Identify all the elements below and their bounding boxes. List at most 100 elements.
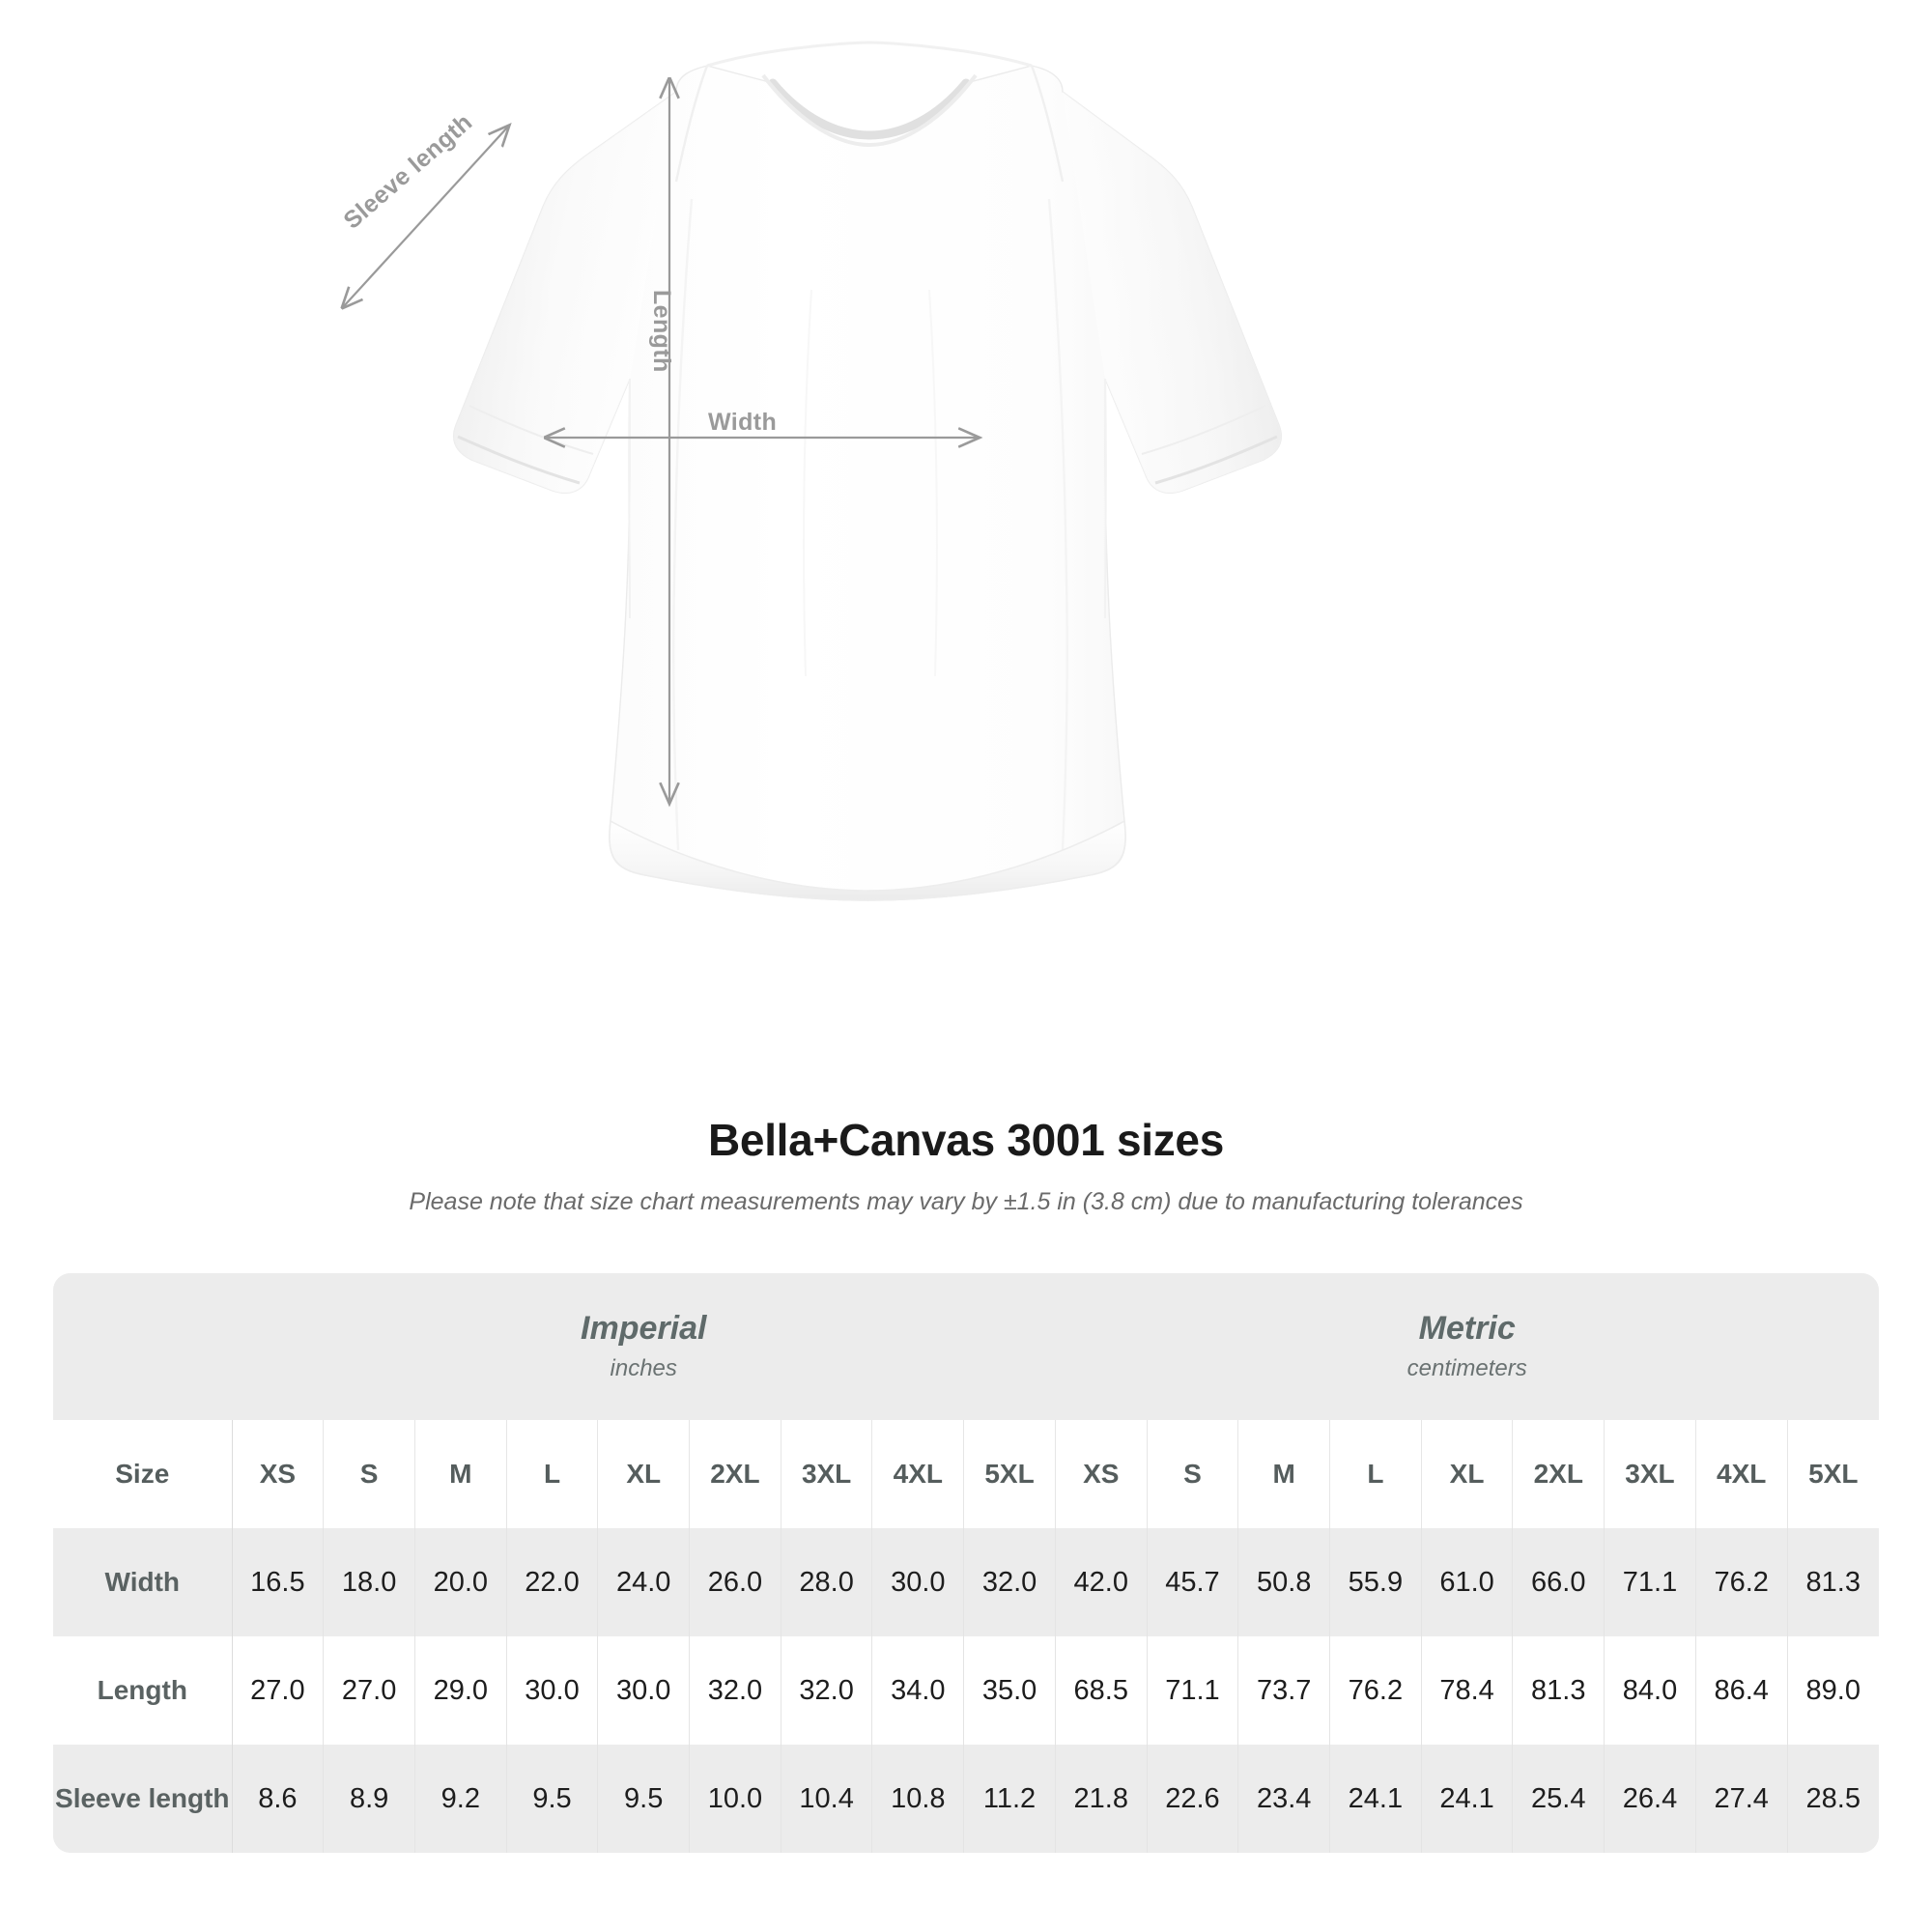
- cell-sleeve-xl-metric: 24.1: [1420, 1745, 1513, 1853]
- unit-group-metric-name: Metric: [1418, 1310, 1516, 1348]
- size-header-cell-l-imperial: L: [505, 1420, 598, 1528]
- size-header-cell-s-imperial: S: [323, 1420, 415, 1528]
- cell-sleeve-2xl-metric: 25.4: [1512, 1745, 1605, 1853]
- cell-length-5xl-metric: 89.0: [1786, 1636, 1879, 1745]
- unit-group-metric-sub: centimeters: [1406, 1355, 1527, 1382]
- page-title: Bella+Canvas 3001 sizes: [708, 1115, 1224, 1165]
- tshirt-diagram: Sleeve length Length Width: [0, 41, 1282, 901]
- sleeve-length-arrow: [343, 127, 508, 307]
- size-header-cell-4xl-metric: 4XL: [1694, 1420, 1788, 1528]
- shirt-shape: [453, 41, 1282, 901]
- size-header-label: Size: [53, 1420, 233, 1528]
- size-header-cell-xs-metric: XS: [1054, 1420, 1148, 1528]
- width-label: Width: [708, 409, 778, 436]
- cell-width-s-metric: 45.7: [1146, 1528, 1238, 1636]
- cell-width-l-imperial: 22.0: [505, 1528, 598, 1636]
- row-label-length: Length: [53, 1636, 233, 1745]
- cell-sleeve-s-metric: 22.6: [1146, 1745, 1238, 1853]
- cell-width-xl-metric: 61.0: [1420, 1528, 1513, 1636]
- cell-length-l-metric: 76.2: [1329, 1636, 1422, 1745]
- size-header-row: Size XS S M L XL 2XL 3XL 4XL 5XL XS S M …: [53, 1420, 1879, 1528]
- table-row: Length 27.0 27.0 29.0 30.0 30.0 32.0 32.…: [53, 1636, 1879, 1745]
- cell-width-m-imperial: 20.0: [413, 1528, 507, 1636]
- size-header-cell-l-metric: L: [1329, 1420, 1422, 1528]
- title-block: Bella+Canvas 3001 sizes Please note that…: [0, 1116, 1932, 1217]
- cell-sleeve-xs-metric: 21.8: [1054, 1745, 1148, 1853]
- length-label: Length: [648, 290, 675, 373]
- page-subtitle: Please note that size chart measurements…: [409, 1187, 1523, 1215]
- cell-length-xl-metric: 78.4: [1420, 1636, 1513, 1745]
- size-header-cell-4xl-imperial: 4XL: [871, 1420, 964, 1528]
- cell-width-2xl-imperial: 26.0: [689, 1528, 781, 1636]
- size-header-cell-m-imperial: M: [413, 1420, 507, 1528]
- tshirt-illustration-svg: [0, 41, 1282, 901]
- cell-width-s-imperial: 18.0: [323, 1528, 415, 1636]
- cell-sleeve-xs-imperial: 8.6: [231, 1745, 324, 1853]
- size-table-container: Imperial inches Metric centimeters Size …: [53, 1273, 1879, 1853]
- cell-length-xs-imperial: 27.0: [231, 1636, 324, 1745]
- cell-length-4xl-imperial: 34.0: [871, 1636, 964, 1745]
- cell-length-3xl-metric: 84.0: [1604, 1636, 1696, 1745]
- cell-length-xl-imperial: 30.0: [597, 1636, 690, 1745]
- row-label-sleeve-length: Sleeve length: [53, 1745, 233, 1853]
- cell-width-3xl-metric: 71.1: [1604, 1528, 1696, 1636]
- unit-group-metric: Metric centimeters: [1055, 1273, 1879, 1420]
- row-label-width: Width: [53, 1528, 233, 1636]
- cell-length-m-imperial: 29.0: [413, 1636, 507, 1745]
- cell-length-2xl-metric: 81.3: [1512, 1636, 1605, 1745]
- size-header-cell-xs-imperial: XS: [231, 1420, 324, 1528]
- size-header-cell-xl-imperial: XL: [597, 1420, 690, 1528]
- cell-width-5xl-imperial: 32.0: [963, 1528, 1056, 1636]
- size-header-cell-2xl-imperial: 2XL: [689, 1420, 781, 1528]
- cell-sleeve-5xl-imperial: 11.2: [963, 1745, 1056, 1853]
- cell-width-5xl-metric: 81.3: [1786, 1528, 1879, 1636]
- cell-sleeve-m-imperial: 9.2: [413, 1745, 507, 1853]
- cell-length-5xl-imperial: 35.0: [963, 1636, 1056, 1745]
- cell-length-xs-metric: 68.5: [1054, 1636, 1148, 1745]
- cell-sleeve-m-metric: 23.4: [1237, 1745, 1330, 1853]
- cell-width-xl-imperial: 24.0: [597, 1528, 690, 1636]
- cell-width-4xl-imperial: 30.0: [871, 1528, 964, 1636]
- cell-sleeve-l-imperial: 9.5: [505, 1745, 598, 1853]
- cell-width-3xl-imperial: 28.0: [780, 1528, 872, 1636]
- cell-sleeve-3xl-imperial: 10.4: [780, 1745, 872, 1853]
- cell-sleeve-s-imperial: 8.9: [323, 1745, 415, 1853]
- measurement-arrows: [343, 79, 978, 802]
- unit-banner-row: Imperial inches Metric centimeters: [53, 1273, 1879, 1420]
- cell-length-l-imperial: 30.0: [505, 1636, 598, 1745]
- unit-group-imperial-sub: inches: [610, 1355, 677, 1382]
- cell-length-m-metric: 73.7: [1237, 1636, 1330, 1745]
- size-header-cell-3xl-imperial: 3XL: [780, 1420, 872, 1528]
- cell-length-s-imperial: 27.0: [323, 1636, 415, 1745]
- unit-group-imperial-name: Imperial: [581, 1310, 707, 1348]
- size-header-cell-3xl-metric: 3XL: [1604, 1420, 1696, 1528]
- cell-length-4xl-metric: 86.4: [1694, 1636, 1788, 1745]
- cell-sleeve-5xl-metric: 28.5: [1786, 1745, 1879, 1853]
- size-header-cell-xl-metric: XL: [1420, 1420, 1513, 1528]
- cell-width-xs-metric: 42.0: [1054, 1528, 1148, 1636]
- cell-sleeve-l-metric: 24.1: [1329, 1745, 1422, 1853]
- unit-group-imperial: Imperial inches: [232, 1273, 1056, 1420]
- cell-sleeve-3xl-metric: 26.4: [1604, 1745, 1696, 1853]
- cell-length-2xl-imperial: 32.0: [689, 1636, 781, 1745]
- size-header-cell-s-metric: S: [1146, 1420, 1238, 1528]
- cell-sleeve-4xl-imperial: 10.8: [871, 1745, 964, 1853]
- cell-width-l-metric: 55.9: [1329, 1528, 1422, 1636]
- unit-banner-spacer: [53, 1273, 233, 1420]
- cell-sleeve-xl-imperial: 9.5: [597, 1745, 690, 1853]
- cell-width-xs-imperial: 16.5: [231, 1528, 324, 1636]
- size-header-cell-5xl-metric: 5XL: [1786, 1420, 1879, 1528]
- table-row: Width 16.5 18.0 20.0 22.0 24.0 26.0 28.0…: [53, 1528, 1879, 1636]
- size-header-cell-2xl-metric: 2XL: [1512, 1420, 1605, 1528]
- cell-length-3xl-imperial: 32.0: [780, 1636, 872, 1745]
- cell-width-4xl-metric: 76.2: [1694, 1528, 1788, 1636]
- cell-width-2xl-metric: 66.0: [1512, 1528, 1605, 1636]
- cell-width-m-metric: 50.8: [1237, 1528, 1330, 1636]
- cell-length-s-metric: 71.1: [1146, 1636, 1238, 1745]
- size-header-cell-m-metric: M: [1237, 1420, 1330, 1528]
- cell-sleeve-4xl-metric: 27.4: [1694, 1745, 1788, 1853]
- cell-sleeve-2xl-imperial: 10.0: [689, 1745, 781, 1853]
- table-row: Sleeve length 8.6 8.9 9.2 9.5 9.5 10.0 1…: [53, 1745, 1879, 1853]
- size-table: Imperial inches Metric centimeters Size …: [53, 1273, 1879, 1853]
